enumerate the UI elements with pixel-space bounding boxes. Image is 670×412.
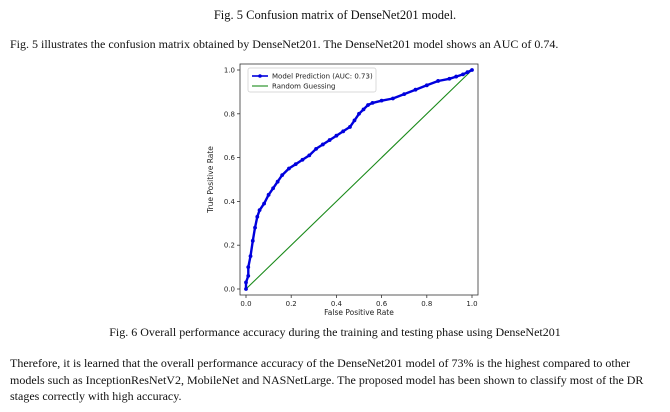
x-tick-label: 1.0 xyxy=(466,300,477,308)
figure-5-caption: Fig. 5 Confusion matrix of DenseNet201 m… xyxy=(213,8,457,22)
intro-paragraph: Fig. 5 illustrates the confusion matrix … xyxy=(10,37,559,51)
model-prediction-point xyxy=(470,68,474,72)
model-prediction-point xyxy=(447,76,452,81)
y-tick-label: 0.2 xyxy=(224,242,235,250)
axes-frame xyxy=(239,63,479,296)
model-prediction-point xyxy=(327,138,332,142)
body-paragraph: Therefore, it is learned that the overal… xyxy=(10,356,644,403)
model-prediction-point xyxy=(293,162,298,167)
model-prediction-point xyxy=(341,129,346,134)
model-prediction-point xyxy=(334,133,339,138)
x-tick-label: 0.4 xyxy=(331,300,343,308)
figure-6-caption: Fig. 6 Overall performance accuracy duri… xyxy=(109,325,561,339)
y-tick-label: 0.4 xyxy=(224,198,236,206)
plot-area: 0.0 0.2 0.4 0.6 0.8 1.0 0.0 0.2 0.4 0.6 0.8 1.0 Fals… xyxy=(206,63,479,317)
model-prediction-point xyxy=(253,225,257,230)
y-axis-label: True Positive Rate xyxy=(206,146,215,214)
model-prediction-point xyxy=(246,273,251,278)
model-prediction-point xyxy=(275,179,280,184)
model-prediction-point xyxy=(257,208,262,213)
roc-chart: 0.0 0.2 0.4 0.6 0.8 1.0 0.0 0.2 0.4 0.6 0.8 1.0 Fals… xyxy=(206,63,479,317)
model-prediction-point xyxy=(465,70,470,75)
y-tick-label: 0.0 xyxy=(224,286,235,294)
y-tick-label: 0.6 xyxy=(224,154,236,162)
model-prediction-point xyxy=(436,79,440,83)
model-prediction-point xyxy=(300,157,305,162)
model-prediction-line xyxy=(244,68,473,289)
x-axis-label: False Positive Rate xyxy=(324,308,394,317)
model-prediction-point xyxy=(370,100,375,105)
model-prediction-point xyxy=(348,125,352,129)
model-prediction-point xyxy=(262,201,266,206)
model-prediction-point xyxy=(255,214,260,219)
model-prediction-point xyxy=(246,265,251,269)
model-prediction-point xyxy=(413,87,418,92)
legend-entry: Random Guessing xyxy=(272,83,336,91)
legend-box xyxy=(247,67,377,93)
model-prediction-point xyxy=(271,186,276,191)
y-tick-label: 0.8 xyxy=(224,110,235,118)
model-prediction-point xyxy=(357,111,361,116)
model-prediction-point xyxy=(361,107,366,112)
x-tick-label: 0.2 xyxy=(286,300,297,308)
model-prediction-point xyxy=(320,142,325,147)
legend-marker xyxy=(258,74,262,78)
model-prediction-point xyxy=(352,118,357,123)
model-prediction-point xyxy=(391,96,395,101)
model-prediction-point xyxy=(244,287,248,291)
legend-entry: Model Prediction (AUC: 0.73) xyxy=(272,73,373,81)
random-guessing-line xyxy=(245,69,473,290)
model-prediction-point xyxy=(287,166,291,171)
y-tick-label: 1.0 xyxy=(224,67,235,75)
model-prediction-point xyxy=(424,83,429,88)
model-prediction-point xyxy=(314,146,318,151)
x-tick-label: 0.8 xyxy=(421,300,432,308)
model-prediction-point xyxy=(402,92,407,96)
model-prediction-point xyxy=(266,192,271,197)
model-prediction-point xyxy=(280,173,285,178)
x-tick-label: 0.0 xyxy=(240,300,251,308)
x-tick-label: 0.6 xyxy=(376,300,388,308)
model-prediction-point xyxy=(379,98,384,103)
model-prediction-point xyxy=(454,74,459,79)
model-prediction-point xyxy=(244,280,248,285)
model-prediction-point xyxy=(366,103,370,107)
model-prediction-point xyxy=(250,238,255,243)
model-prediction-point xyxy=(307,153,312,158)
model-prediction-point xyxy=(248,254,253,259)
model-prediction-point xyxy=(461,72,465,77)
